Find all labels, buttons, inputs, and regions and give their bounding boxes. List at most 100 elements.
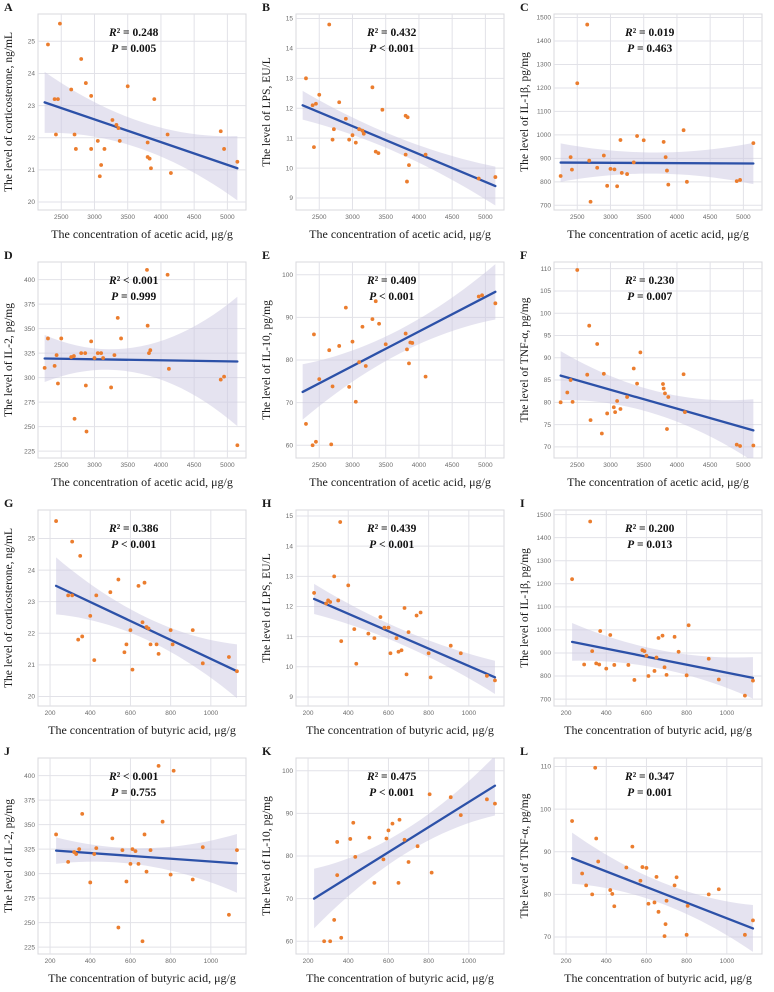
data-point <box>235 848 239 853</box>
data-point <box>684 932 689 937</box>
data-point <box>304 422 308 426</box>
data-point <box>348 837 353 841</box>
y-axis-label: The level of LPS, EU/L <box>261 553 273 663</box>
svg-text:800: 800 <box>540 179 551 186</box>
data-point <box>361 131 366 136</box>
data-point <box>353 854 358 859</box>
data-point <box>743 693 747 698</box>
data-point <box>448 643 453 648</box>
svg-text:100: 100 <box>540 806 551 813</box>
data-point <box>394 636 399 641</box>
svg-text:2500: 2500 <box>312 214 327 221</box>
data-point <box>145 323 150 328</box>
data-point <box>115 315 120 320</box>
data-point <box>587 323 592 328</box>
data-point <box>378 615 383 619</box>
data-point <box>329 442 334 447</box>
data-point <box>148 348 153 353</box>
svg-text:800: 800 <box>540 673 551 680</box>
data-point <box>580 871 585 876</box>
data-point <box>426 651 431 656</box>
y-axis-label: The level of corticosterone, ng/mL <box>3 528 15 688</box>
data-point <box>76 637 81 642</box>
svg-text:3000: 3000 <box>87 214 102 221</box>
data-point <box>615 399 620 403</box>
scatter-plot-a: 2500 3000 3500 4000 4500 5000 20 21 22 23 24 25 A R² … <box>3 0 247 241</box>
x-tick-labels: 200 400 600 800 1000 <box>45 958 219 965</box>
y-tick-labels: 70 75 80 85 90 95 100 105 110 <box>540 266 551 451</box>
data-point <box>327 22 332 27</box>
svg-text:13: 13 <box>286 574 294 581</box>
data-point <box>116 126 121 130</box>
data-point <box>665 168 669 173</box>
svg-text:3500: 3500 <box>120 462 135 469</box>
x-tick-labels: 200 400 600 800 1000 <box>561 710 735 717</box>
scatter-plot-l: 200 400 600 800 1000 70 80 90 100 110 L R² = 0.347 P… <box>519 744 763 985</box>
data-point <box>397 817 402 822</box>
data-point <box>89 94 94 98</box>
svg-text:600: 600 <box>125 958 136 965</box>
scatter-plot-i: 200 400 600 800 1000 700 800 900 1000 1100 1200 130… <box>519 496 763 737</box>
svg-text:250: 250 <box>24 920 35 927</box>
p-value-annotation: P = 0.755 <box>111 787 156 799</box>
data-point <box>575 268 580 272</box>
svg-text:2500: 2500 <box>570 214 585 221</box>
svg-text:1000: 1000 <box>537 627 552 634</box>
data-point <box>644 866 649 870</box>
data-point <box>646 674 651 678</box>
svg-text:800: 800 <box>681 958 692 965</box>
data-point <box>339 935 344 940</box>
data-point <box>88 880 93 885</box>
p-value-annotation: P = 0.001 <box>627 787 672 799</box>
data-point <box>92 658 97 663</box>
y-axis-label: The level of IL-2, pg/mg <box>3 303 15 417</box>
data-point <box>684 673 689 678</box>
y-axis-label: The level of IL-2, pg/mg <box>3 799 15 913</box>
svg-text:1000: 1000 <box>720 958 735 965</box>
data-point <box>142 832 147 837</box>
scatter-points <box>46 21 240 179</box>
svg-text:200: 200 <box>303 958 314 965</box>
svg-text:800: 800 <box>165 958 176 965</box>
y-tick-labels: 9 10 11 12 13 14 15 <box>286 513 294 701</box>
data-point <box>328 600 333 604</box>
data-point <box>681 372 686 377</box>
data-point <box>360 128 365 133</box>
svg-text:325: 325 <box>24 350 35 357</box>
svg-text:400: 400 <box>85 710 96 717</box>
data-point <box>146 626 151 631</box>
data-point <box>595 342 600 346</box>
svg-text:5000: 5000 <box>220 462 235 469</box>
data-point <box>734 179 739 184</box>
data-point <box>330 384 335 389</box>
data-point <box>613 410 618 415</box>
svg-text:1200: 1200 <box>537 581 552 588</box>
svg-text:1000: 1000 <box>462 958 477 965</box>
svg-text:350: 350 <box>24 822 35 829</box>
svg-text:600: 600 <box>383 710 394 717</box>
data-point <box>493 678 497 683</box>
data-point <box>168 628 173 633</box>
svg-text:400: 400 <box>343 958 354 965</box>
panel-letter: D <box>4 248 13 262</box>
panel-g: 200 400 600 800 1000 20 21 22 23 24 25 G R² = 0.386 P… <box>0 496 258 744</box>
svg-text:2500: 2500 <box>570 462 585 469</box>
data-point <box>611 405 616 410</box>
data-point <box>70 593 75 598</box>
scatter-plot-j: 200 400 600 800 1000 225 250 275 300 325 350 375 400… <box>3 744 247 985</box>
data-point <box>54 353 59 357</box>
data-point <box>418 610 423 615</box>
svg-text:250: 250 <box>24 424 35 431</box>
trend-line <box>570 856 755 930</box>
svg-text:21: 21 <box>28 167 36 174</box>
data-point <box>130 667 135 672</box>
svg-text:1500: 1500 <box>537 15 552 22</box>
data-point <box>54 132 58 137</box>
data-point <box>685 179 689 184</box>
data-point <box>751 678 755 683</box>
svg-text:15: 15 <box>286 16 294 23</box>
svg-text:80: 80 <box>286 357 294 364</box>
data-point <box>604 666 609 671</box>
data-point <box>332 918 337 922</box>
svg-text:400: 400 <box>343 710 354 717</box>
